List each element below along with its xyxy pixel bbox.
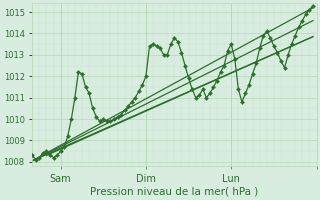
X-axis label: Pression niveau de la mer( hPa ): Pression niveau de la mer( hPa ) — [90, 187, 259, 197]
